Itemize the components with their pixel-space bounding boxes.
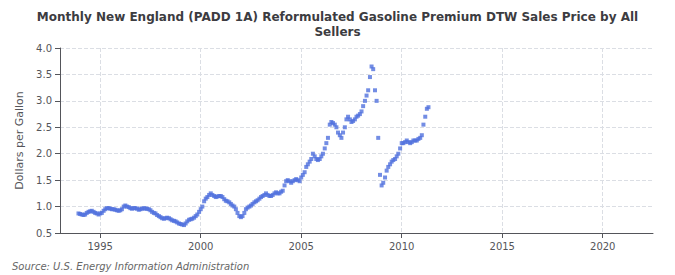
svg-text:3.0: 3.0 [36, 95, 52, 106]
svg-text:2.5: 2.5 [36, 122, 52, 133]
svg-text:Sellers: Sellers [314, 25, 360, 39]
svg-text:2000: 2000 [188, 241, 213, 252]
svg-text:Monthly New England (PADD 1A): Monthly New England (PADD 1A) Reformulat… [37, 10, 638, 24]
svg-text:3.5: 3.5 [36, 69, 52, 80]
svg-text:1.5: 1.5 [36, 175, 52, 186]
svg-text:0.5: 0.5 [36, 228, 52, 239]
svg-text:2010: 2010 [389, 241, 414, 252]
svg-text:1.0: 1.0 [36, 201, 52, 212]
svg-text:1995: 1995 [87, 241, 112, 252]
svg-text:2005: 2005 [288, 241, 313, 252]
svg-text:2.0: 2.0 [36, 148, 52, 159]
svg-text:Source: U.S. Energy Informatio: Source: U.S. Energy Information Administ… [12, 261, 249, 272]
svg-text:2015: 2015 [490, 241, 515, 252]
svg-text:Dollars per Gallon: Dollars per Gallon [13, 91, 26, 190]
svg-text:2020: 2020 [590, 241, 615, 252]
svg-text:4.0: 4.0 [36, 43, 52, 54]
